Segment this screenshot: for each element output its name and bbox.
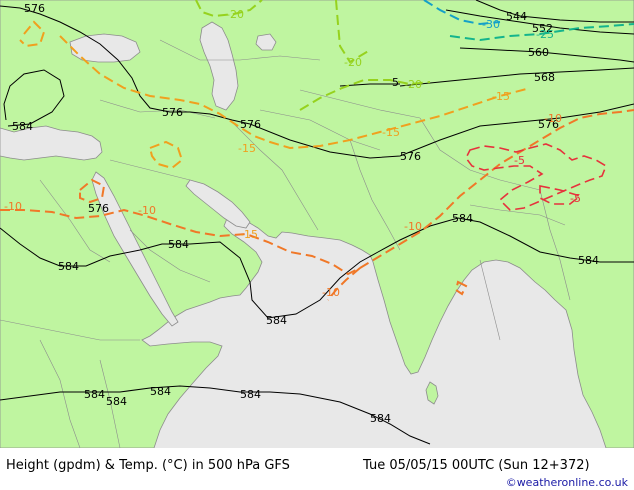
temp-label: -5 xyxy=(570,192,581,205)
height-labels: 576 584 576 576 576 584 584 584 584 584 … xyxy=(12,2,599,425)
temp-label: -25 xyxy=(536,28,554,41)
height-contour-552 xyxy=(445,9,634,35)
temp-contour-minus-30 xyxy=(423,0,501,26)
border-line xyxy=(539,189,571,301)
border-line xyxy=(259,109,381,151)
height-contour-576-loop xyxy=(3,69,65,127)
border-line xyxy=(469,204,566,226)
height-label: 5 xyxy=(392,76,399,89)
temp-label: -10 xyxy=(138,204,156,217)
height-label: 584 xyxy=(84,388,105,401)
temp-label: -20 xyxy=(226,8,244,21)
temp-label: -20 xyxy=(344,56,362,69)
temp-contour-minus-10-spot xyxy=(454,280,468,296)
height-label: 560 xyxy=(528,46,549,59)
temp-contour-minus-25 xyxy=(449,23,634,42)
temperature-contours xyxy=(0,0,634,301)
temp-label: -10 xyxy=(4,200,22,213)
temp-contour-minus-15-main xyxy=(59,35,531,150)
temp-contour-minus-20-a xyxy=(195,0,263,18)
height-contour-544 xyxy=(475,0,634,23)
height-label: 552 xyxy=(532,22,553,35)
height-label: 544 xyxy=(506,10,527,23)
height-label: 584 xyxy=(452,212,473,225)
land-sri-lanka xyxy=(425,381,439,405)
height-contours xyxy=(0,0,634,445)
border-line xyxy=(109,159,191,181)
temp-contour-minus-5-b xyxy=(539,185,582,205)
height-contour-568 xyxy=(399,67,634,87)
height-label: 568 xyxy=(534,71,555,84)
border-line xyxy=(0,319,140,341)
height-label: 576 xyxy=(538,118,559,131)
temp-contour-minus-10-loop xyxy=(79,178,106,204)
temp-contour-minus-15-west xyxy=(19,20,46,48)
water-persian-gulf xyxy=(185,179,251,229)
temp-label: -15 xyxy=(492,90,510,103)
height-label: 584 xyxy=(370,412,391,425)
water-caspian xyxy=(199,21,239,111)
height-contour-584-main xyxy=(0,217,634,319)
height-label: 584 xyxy=(58,260,79,273)
height-label: 584 xyxy=(240,388,261,401)
border-line xyxy=(99,359,121,448)
height-label: 576 xyxy=(400,150,421,163)
height-contour-576-inner xyxy=(339,83,400,87)
water-mediterranean xyxy=(0,125,103,161)
height-label: 584 xyxy=(578,254,599,267)
height-label: 584 xyxy=(12,120,33,133)
map-title: Height (gpdm) & Temp. (°C) in 500 hPa GF… xyxy=(6,458,290,473)
height-contour-560 xyxy=(459,47,634,63)
temp-label: -20 xyxy=(404,78,422,91)
height-contour-584-south xyxy=(0,385,431,445)
temp-contour-minus-10-south xyxy=(327,267,361,301)
land-eurasia xyxy=(0,0,634,448)
temp-contour-minus-10-main xyxy=(0,109,634,276)
height-label: 576 xyxy=(88,202,109,215)
water-red-sea xyxy=(91,171,179,327)
weather-map: 576 584 576 576 576 584 584 584 584 584 … xyxy=(0,0,634,448)
height-label: 584 xyxy=(106,395,127,408)
temp-label: -10 xyxy=(322,286,340,299)
border-line xyxy=(99,99,216,119)
water-aral xyxy=(255,33,277,51)
height-label: 584 xyxy=(168,238,189,251)
temp-label: -10 xyxy=(404,220,422,233)
temperature-labels: -20 -20 -20 -25 -30 -15 -15 -15 -15 -10 … xyxy=(4,8,581,299)
temp-label: -5 xyxy=(514,154,525,167)
border-line xyxy=(39,339,81,448)
border-line xyxy=(159,39,321,61)
temp-label: -10 xyxy=(544,112,562,125)
border-line xyxy=(349,139,401,251)
temp-label: -15 xyxy=(240,228,258,241)
land-areas xyxy=(0,0,634,448)
height-label: 576 xyxy=(240,118,261,131)
temp-label: -15 xyxy=(238,142,256,155)
temp-contour-minus-20-c xyxy=(299,79,431,111)
height-label: 584 xyxy=(266,314,287,327)
height-label: 576 xyxy=(162,106,183,119)
map-datetime: Tue 05/05/15 00UTC (Sun 12+372) xyxy=(363,458,590,473)
border-line xyxy=(299,89,421,119)
border-line xyxy=(129,229,211,283)
temp-contour-minus-5-a xyxy=(465,143,607,211)
temp-label: -30 xyxy=(482,18,500,31)
height-contour-576-east xyxy=(249,103,634,159)
height-label: 576 xyxy=(24,2,45,15)
border-line xyxy=(39,179,111,263)
temp-contour-minus-15-blob xyxy=(148,140,184,170)
border-line xyxy=(419,117,541,191)
country-borders xyxy=(0,39,571,448)
water-bodies xyxy=(0,21,277,327)
credit-link[interactable]: ©weatheronline.co.uk xyxy=(505,476,628,489)
border-line xyxy=(479,259,501,341)
temp-contour-minus-20-b xyxy=(335,0,371,64)
map-footer: Height (gpdm) & Temp. (°C) in 500 hPa GF… xyxy=(0,448,634,490)
height-label: 584 xyxy=(150,385,171,398)
temp-label: -15 xyxy=(382,126,400,139)
height-contour-576-west xyxy=(0,5,251,125)
border-line xyxy=(229,119,319,231)
